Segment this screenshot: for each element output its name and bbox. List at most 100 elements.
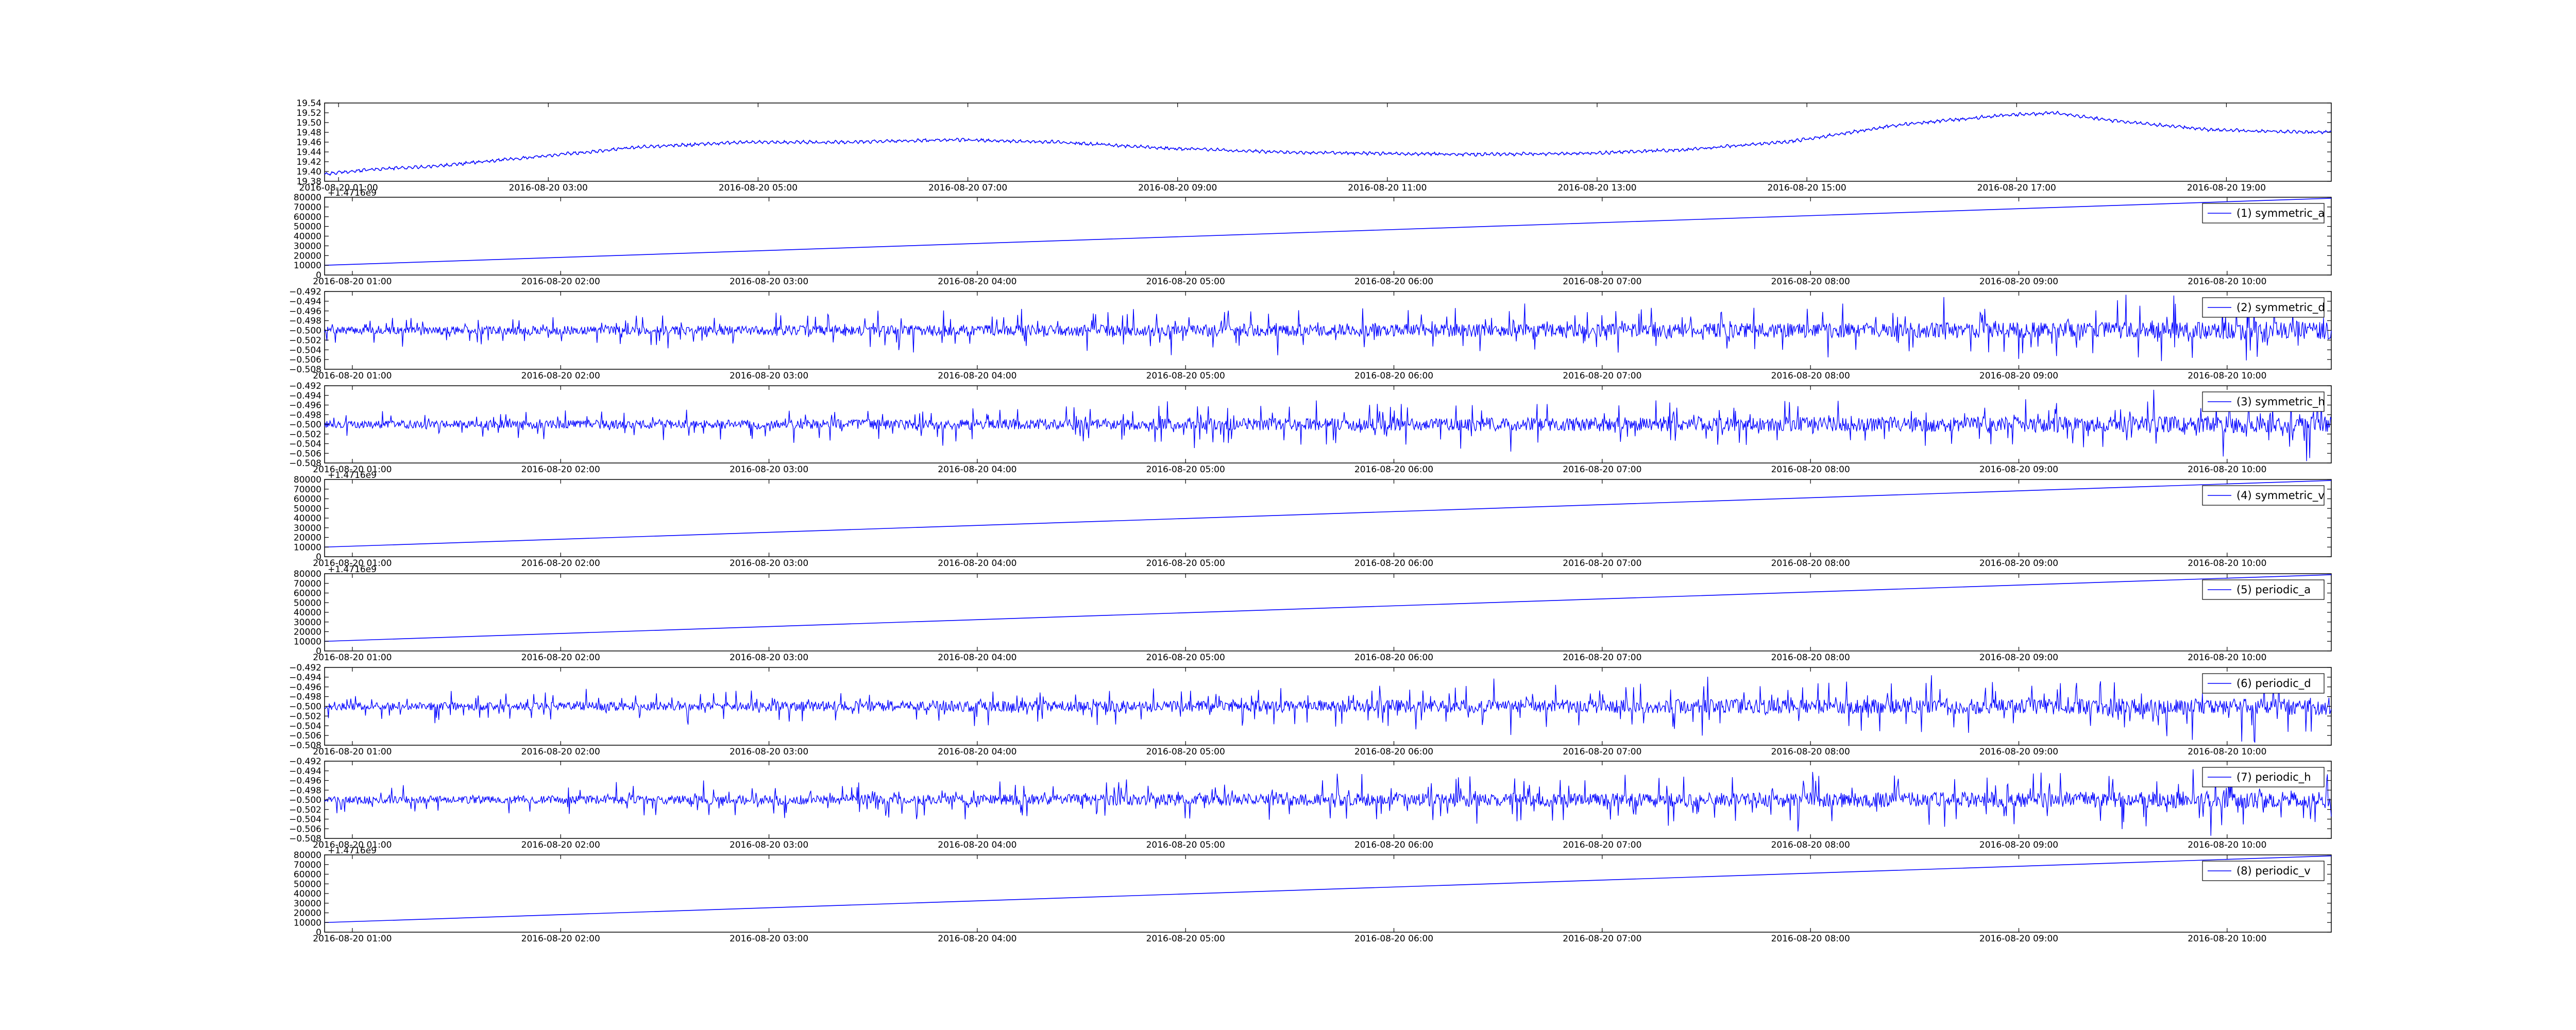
axes-frame <box>324 197 2332 276</box>
y-tick-label: 10000 <box>294 637 321 647</box>
x-tick-label: 2016-08-20 05:00 <box>1146 558 1225 569</box>
axes-frame <box>324 479 2332 557</box>
legend: (1) symmetric_a <box>2202 203 2325 224</box>
y-offset-label: +1.4716e9 <box>328 846 377 856</box>
x-tick-label: 2016-08-20 01:00 <box>313 934 392 944</box>
y-tick-label: −0.506 <box>289 731 321 741</box>
series-line <box>324 769 2332 836</box>
x-tick-label: 2016-08-20 15:00 <box>1768 183 1846 193</box>
x-tick-label: 2016-08-20 02:00 <box>521 934 600 944</box>
legend: (5) periodic_a <box>2202 579 2325 600</box>
chart-panel-4: −0.508−0.506−0.504−0.502−0.500−0.498−0.4… <box>289 381 2332 475</box>
legend: (8) periodic_v <box>2202 861 2325 881</box>
y-tick-label: 70000 <box>294 860 321 870</box>
y-tick-label: −0.496 <box>289 401 321 411</box>
x-tick-label: 2016-08-20 13:00 <box>1557 183 1636 193</box>
x-tick-label: 2016-08-20 03:00 <box>730 934 808 944</box>
legend-box <box>2202 203 2325 224</box>
y-tick-label: 0 <box>316 552 321 562</box>
y-tick-label: 60000 <box>294 870 321 880</box>
y-tick-label: 80000 <box>294 475 321 485</box>
legend-label: (8) periodic_v <box>2236 865 2311 878</box>
legend: (4) symmetric_v <box>2202 485 2325 506</box>
x-tick-label: 2016-08-20 08:00 <box>1771 558 1850 569</box>
x-tick-label: 2016-08-20 01:00 <box>313 840 392 850</box>
x-tick-label: 2016-08-20 01:00 <box>299 183 378 193</box>
y-tick-label: 40000 <box>294 513 321 524</box>
x-tick-label: 2016-08-20 09:00 <box>1979 277 2058 287</box>
legend: (7) periodic_h <box>2202 767 2325 787</box>
chart-panel-1: 19.3819.4019.4219.4419.4619.4819.5019.52… <box>296 98 2332 193</box>
legend-label: (7) periodic_h <box>2236 771 2311 784</box>
y-tick-label: 30000 <box>294 617 321 628</box>
x-tick-label: 2016-08-20 08:00 <box>1771 747 1850 757</box>
x-tick-label: 2016-08-20 03:00 <box>730 653 808 663</box>
y-offset-label: +1.4716e9 <box>328 470 377 480</box>
y-tick-label: −0.492 <box>289 381 321 391</box>
x-tick-label: 2016-08-20 01:00 <box>313 558 392 569</box>
chart-panel-6: 0100002000030000400005000060000700008000… <box>294 564 2332 663</box>
y-tick-label: −0.498 <box>289 410 321 420</box>
legend-label: (1) symmetric_a <box>2236 207 2325 220</box>
y-tick-label: −0.496 <box>289 682 321 693</box>
series-line <box>324 574 2332 642</box>
y-tick-label: −0.508 <box>289 458 321 469</box>
y-tick-label: 0 <box>316 928 321 938</box>
chart-panel-9: 0100002000030000400005000060000700008000… <box>294 846 2332 944</box>
series-line <box>324 480 2332 548</box>
x-tick-label: 2016-08-20 06:00 <box>1354 371 1433 381</box>
legend: (3) symmetric_h <box>2202 391 2325 412</box>
x-tick-label: 2016-08-20 07:00 <box>1563 934 1641 944</box>
x-tick-label: 2016-08-20 08:00 <box>1771 840 1850 850</box>
y-tick-label: −0.504 <box>289 721 321 731</box>
x-tick-label: 2016-08-20 07:00 <box>1563 371 1641 381</box>
x-tick-label: 2016-08-20 05:00 <box>1146 840 1225 850</box>
y-tick-label: −0.508 <box>289 365 321 375</box>
y-tick-label: 80000 <box>294 193 321 203</box>
x-tick-label: 2016-08-20 09:00 <box>1979 840 2058 850</box>
x-tick-label: 2016-08-20 04:00 <box>938 465 1016 475</box>
y-tick-label: −0.492 <box>289 287 321 297</box>
x-tick-label: 2016-08-20 06:00 <box>1354 934 1433 944</box>
y-offset-label: +1.4716e9 <box>328 188 377 198</box>
legend-label: (4) symmetric_v <box>2236 489 2325 502</box>
y-tick-label: −0.502 <box>289 430 321 440</box>
y-tick-label: −0.500 <box>289 420 321 430</box>
x-tick-label: 2016-08-20 17:00 <box>1977 183 2056 193</box>
y-tick-label: 20000 <box>294 533 321 543</box>
x-tick-label: 2016-08-20 03:00 <box>730 558 808 569</box>
y-tick-label: 50000 <box>294 879 321 889</box>
x-tick-label: 2016-08-20 07:00 <box>1563 653 1641 663</box>
y-tick-label: 80000 <box>294 569 321 579</box>
y-tick-label: 19.38 <box>296 177 321 187</box>
series-line <box>324 110 2332 176</box>
x-tick-label: 2016-08-20 03:00 <box>509 183 588 193</box>
y-tick-label: 60000 <box>294 589 321 599</box>
x-tick-label: 2016-08-20 10:00 <box>2188 465 2266 475</box>
y-tick-label: −0.502 <box>289 711 321 722</box>
x-tick-label: 2016-08-20 10:00 <box>2188 558 2266 569</box>
y-tick-label: −0.494 <box>289 391 321 401</box>
x-tick-label: 2016-08-20 10:00 <box>2188 840 2266 850</box>
chart-panel-5: 0100002000030000400005000060000700008000… <box>294 470 2332 569</box>
y-tick-label: −0.504 <box>289 439 321 450</box>
x-tick-label: 2016-08-20 03:00 <box>730 840 808 850</box>
legend-label: (6) periodic_d <box>2236 677 2311 690</box>
y-tick-label: −0.494 <box>289 766 321 777</box>
y-tick-label: 19.42 <box>296 157 321 167</box>
y-tick-label: −0.504 <box>289 815 321 825</box>
y-tick-label: −0.506 <box>289 355 321 365</box>
y-tick-label: −0.492 <box>289 757 321 767</box>
y-tick-label: 70000 <box>294 485 321 495</box>
y-tick-label: −0.494 <box>289 673 321 683</box>
y-tick-label: 19.54 <box>296 98 321 109</box>
y-tick-label: 40000 <box>294 608 321 618</box>
y-tick-label: −0.506 <box>289 824 321 834</box>
x-tick-label: 2016-08-20 05:00 <box>1146 934 1225 944</box>
x-tick-label: 2016-08-20 02:00 <box>521 840 600 850</box>
x-tick-label: 2016-08-20 04:00 <box>938 371 1016 381</box>
x-tick-label: 2016-08-20 01:00 <box>313 747 392 757</box>
y-tick-label: −0.498 <box>289 692 321 702</box>
x-tick-label: 2016-08-20 10:00 <box>2188 371 2266 381</box>
